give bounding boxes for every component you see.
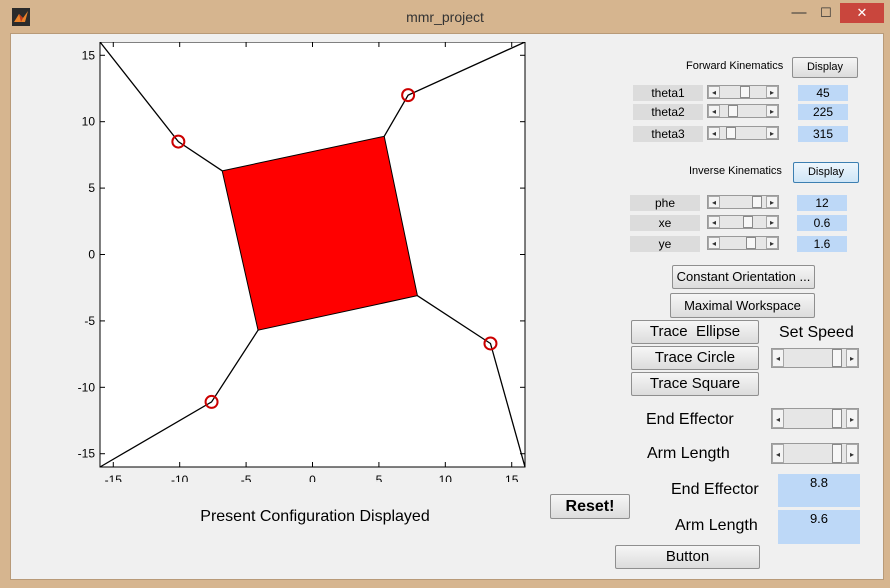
theta3-slider[interactable]: ◂ ▸ [707,126,779,140]
constant-orientation-button[interactable]: Constant Orientation ... [672,265,815,289]
arm-length-label: Arm Length [647,445,730,462]
left-arrow-icon[interactable]: ◂ [708,105,720,117]
right-arrow-icon[interactable]: ▸ [766,237,778,249]
ye-slider[interactable]: ◂ ▸ [707,236,779,250]
right-arrow-icon[interactable]: ▸ [766,127,778,139]
left-arrow-icon[interactable]: ◂ [708,216,720,228]
theta2-label: theta2 [633,104,703,120]
y-tick-label: -10 [78,380,96,394]
xe-slider[interactable]: ◂ ▸ [707,215,779,229]
y-tick-label: 10 [82,115,96,129]
theta1-slider[interactable]: ◂ ▸ [707,85,779,99]
y-tick-label: 5 [88,181,95,195]
robot-leg-line [383,41,526,137]
arm-length-output-label: Arm Length [675,517,758,534]
left-arrow-icon[interactable]: ◂ [772,444,784,463]
maximal-workspace-button[interactable]: Maximal Workspace [670,293,815,318]
right-arrow-icon[interactable]: ▸ [766,86,778,98]
left-arrow-icon[interactable]: ◂ [772,409,784,428]
trace-circle-button[interactable]: Trace Circle [631,346,759,370]
right-arrow-icon[interactable]: ▸ [766,216,778,228]
slider-thumb[interactable] [740,86,750,98]
right-arrow-icon[interactable]: ▸ [766,196,778,208]
inverse-display-button[interactable]: Display [793,162,859,183]
end-effector-value: 8.8 [778,474,860,507]
window-title: mmr_project [406,9,484,25]
left-arrow-icon[interactable]: ◂ [708,237,720,249]
matlab-icon [12,8,30,26]
y-tick-label: -15 [78,447,96,461]
slider-thumb[interactable] [743,216,753,228]
right-arrow-icon[interactable]: ▸ [846,444,858,463]
slider-thumb[interactable] [832,349,842,367]
right-arrow-icon[interactable]: ▸ [846,349,858,367]
y-tick-label: 15 [82,48,96,62]
x-tick-label: -15 [105,473,123,482]
xe-value: 0.6 [797,215,847,231]
slider-thumb[interactable] [832,409,842,428]
minimize-button[interactable]: — [791,4,807,21]
robot-leg-line [99,41,223,172]
left-arrow-icon[interactable]: ◂ [772,349,784,367]
phe-value: 12 [797,195,847,211]
slider-thumb[interactable] [832,444,842,463]
end-effector-platform [221,135,419,331]
joint-marker [171,134,186,149]
close-button[interactable]: ✕ [840,3,884,23]
end-effector-slider[interactable]: ◂ ▸ [771,408,859,429]
ye-value: 1.6 [797,236,847,252]
set-speed-label: Set Speed [779,324,854,341]
y-tick-label: 0 [88,248,95,262]
inverse-kinematics-title: Inverse Kinematics [689,165,782,177]
theta1-label: theta1 [633,85,703,101]
theta3-label: theta3 [633,126,703,142]
plot-caption: Present Configuration Displayed [200,508,430,525]
xe-label: xe [630,215,700,231]
joint-marker [204,394,219,409]
left-arrow-icon[interactable]: ◂ [708,196,720,208]
right-arrow-icon[interactable]: ▸ [766,105,778,117]
slider-thumb[interactable] [752,196,762,208]
slider-thumb[interactable] [726,127,736,139]
theta3-value: 315 [798,126,848,142]
robot-leg-line [99,329,259,468]
x-tick-label: 10 [439,473,453,482]
reset-button[interactable]: Reset! [550,494,630,519]
left-arrow-icon[interactable]: ◂ [708,86,720,98]
y-tick-label: -5 [84,314,95,328]
x-tick-label: -5 [241,473,252,482]
configuration-plot: -15 -10 -5 0 5 10 15 15 10 5 0 -5 -10 -15 [78,41,526,487]
left-arrow-icon[interactable]: ◂ [708,127,720,139]
theta2-slider[interactable]: ◂ ▸ [707,104,779,118]
trace-ellipse-button[interactable]: Trace Ellipse [631,320,759,344]
x-tick-label: -10 [171,473,189,482]
theta2-value: 225 [798,104,848,120]
end-effector-output-label: End Effector [671,481,759,498]
trace-square-button[interactable]: Trace Square [631,372,759,396]
x-tick-label: 0 [309,473,316,482]
ye-label: ye [630,236,700,252]
maximize-button[interactable]: ☐ [820,5,832,20]
generic-button[interactable]: Button [615,545,760,569]
end-effector-label: End Effector [646,411,734,428]
title-bar: mmr_project — ☐ ✕ [0,0,890,32]
forward-kinematics-title: Forward Kinematics [686,60,784,72]
arm-length-value: 9.6 [778,510,860,544]
slider-thumb[interactable] [728,105,738,117]
phe-label: phe [630,195,700,211]
joint-marker [401,88,416,103]
slider-thumb[interactable] [746,237,756,249]
forward-display-button[interactable]: Display [792,57,858,78]
arm-length-slider[interactable]: ◂ ▸ [771,443,859,464]
robot-leg-line [417,295,526,468]
joint-marker [483,336,498,351]
x-tick-label: 15 [505,473,519,482]
plot-panel: -15 -10 -5 0 5 10 15 15 10 5 0 -5 -10 -15 [60,41,540,487]
phe-slider[interactable]: ◂ ▸ [707,195,779,209]
x-tick-label: 5 [376,473,383,482]
theta1-value: 45 [798,85,848,101]
speed-slider[interactable]: ◂ ▸ [771,348,859,368]
right-arrow-icon[interactable]: ▸ [846,409,858,428]
